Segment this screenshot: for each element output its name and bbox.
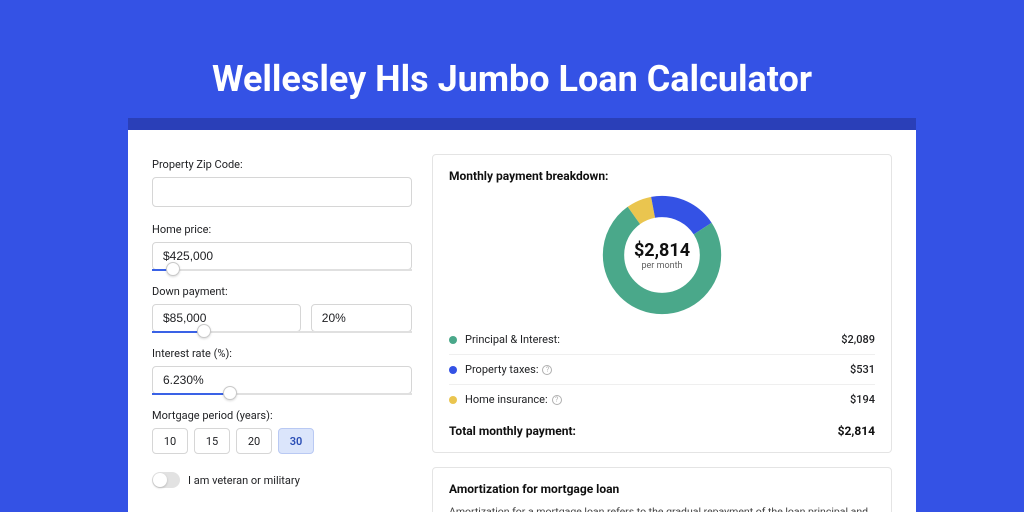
legend-row: Property taxes:?$531 bbox=[449, 355, 875, 385]
total-value: $2,814 bbox=[838, 424, 875, 438]
down-payment-pct-input[interactable] bbox=[311, 304, 412, 332]
legend-label: Principal & Interest: bbox=[465, 333, 841, 346]
breakdown-card: Monthly payment breakdown: $2,814 per mo… bbox=[432, 154, 892, 453]
info-icon[interactable]: ? bbox=[542, 365, 552, 375]
legend-value: $531 bbox=[850, 363, 875, 376]
results-column: Monthly payment breakdown: $2,814 per mo… bbox=[432, 154, 892, 512]
mortgage-period-group: 10152030 bbox=[152, 428, 412, 454]
down-payment-slider[interactable] bbox=[152, 331, 412, 333]
legend-row: Principal & Interest:$2,089 bbox=[449, 325, 875, 355]
total-label: Total monthly payment: bbox=[449, 424, 576, 438]
legend-label: Home insurance:? bbox=[465, 393, 850, 406]
breakdown-legend: Principal & Interest:$2,089Property taxe… bbox=[449, 325, 875, 414]
inputs-column: Property Zip Code: Home price: Down paym… bbox=[152, 154, 412, 512]
calculator-panel: Property Zip Code: Home price: Down paym… bbox=[128, 130, 916, 512]
payment-donut-chart: $2,814 per month bbox=[598, 191, 726, 319]
amortization-title: Amortization for mortgage loan bbox=[449, 482, 875, 496]
period-btn-15[interactable]: 15 bbox=[194, 428, 230, 454]
slider-thumb[interactable] bbox=[197, 324, 211, 338]
period-btn-30[interactable]: 30 bbox=[278, 428, 314, 454]
interest-rate-slider[interactable] bbox=[152, 393, 412, 395]
period-btn-10[interactable]: 10 bbox=[152, 428, 188, 454]
zip-input[interactable] bbox=[152, 177, 412, 207]
down-payment-label: Down payment: bbox=[152, 285, 412, 298]
amortization-text: Amortization for a mortgage loan refers … bbox=[449, 504, 875, 512]
legend-label: Property taxes:? bbox=[465, 363, 850, 376]
slider-thumb[interactable] bbox=[223, 386, 237, 400]
legend-dot bbox=[449, 366, 457, 374]
toggle-knob bbox=[153, 473, 167, 487]
interest-rate-input[interactable] bbox=[152, 366, 412, 394]
amortization-card: Amortization for mortgage loan Amortizat… bbox=[432, 467, 892, 512]
breakdown-title: Monthly payment breakdown: bbox=[449, 169, 875, 183]
legend-value: $194 bbox=[850, 393, 875, 406]
veteran-toggle-label: I am veteran or military bbox=[188, 474, 300, 487]
home-price-label: Home price: bbox=[152, 223, 412, 236]
legend-value: $2,089 bbox=[841, 333, 875, 346]
accent-band bbox=[128, 118, 916, 130]
legend-dot bbox=[449, 396, 457, 404]
page-title: Wellesley Hls Jumbo Loan Calculator bbox=[0, 0, 1024, 124]
mortgage-period-label: Mortgage period (years): bbox=[152, 409, 412, 422]
legend-dot bbox=[449, 336, 457, 344]
veteran-toggle[interactable] bbox=[152, 472, 180, 488]
zip-label: Property Zip Code: bbox=[152, 158, 412, 171]
info-icon[interactable]: ? bbox=[552, 395, 562, 405]
period-btn-20[interactable]: 20 bbox=[236, 428, 272, 454]
home-price-input[interactable] bbox=[152, 242, 412, 270]
home-price-slider[interactable] bbox=[152, 269, 412, 271]
slider-thumb[interactable] bbox=[166, 262, 180, 276]
interest-rate-label: Interest rate (%): bbox=[152, 347, 412, 360]
legend-row: Home insurance:?$194 bbox=[449, 385, 875, 414]
donut-center-sub: per month bbox=[641, 261, 682, 271]
down-payment-amount-input[interactable] bbox=[152, 304, 301, 332]
donut-center-amount: $2,814 bbox=[634, 240, 690, 261]
